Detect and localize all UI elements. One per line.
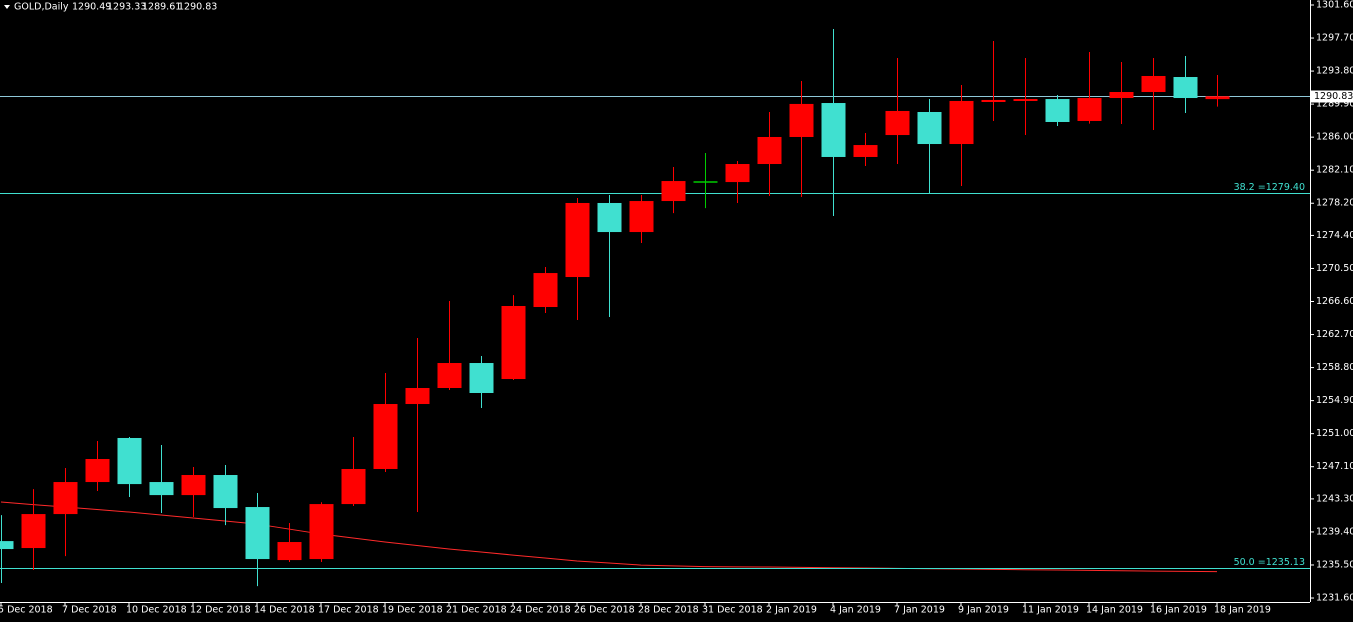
candle-body: [1045, 99, 1070, 122]
candle-body: [981, 99, 1006, 102]
candle-body: [853, 145, 878, 157]
x-tick-label: 14 Jan 2019: [1086, 605, 1143, 616]
candle-body: [0, 541, 14, 550]
header-open: 1290.49: [72, 2, 111, 13]
candle-body: [469, 363, 494, 394]
candle-body: [661, 181, 686, 202]
candle-body: [341, 468, 366, 505]
candle-body: [501, 305, 526, 380]
y-tick-label: 1289.90: [1316, 99, 1353, 110]
candle-body: [21, 514, 46, 549]
x-tick-label: 12 Dec 2018: [190, 605, 251, 616]
header-arrow: [4, 5, 10, 9]
candle-body: [117, 437, 142, 485]
x-tick-label: 16 Jan 2019: [1150, 605, 1207, 616]
y-tick-label: 1251.00: [1316, 428, 1353, 439]
candle-body: [597, 202, 622, 233]
x-tick-label: 9 Jan 2019: [958, 605, 1009, 616]
x-tick-label: 31 Dec 2018: [702, 605, 763, 616]
candle-body: [277, 542, 302, 561]
y-tick-label: 1293.80: [1316, 66, 1353, 77]
header-close: 1290.83: [178, 2, 217, 13]
candle-body: [629, 201, 654, 233]
x-tick-label: 10 Dec 2018: [126, 605, 187, 616]
candle-body: [757, 136, 782, 165]
header-low: 1289.61: [142, 2, 181, 13]
candle-body: [309, 504, 334, 560]
y-tick-label: 1262.70: [1316, 329, 1353, 340]
candle-body: [949, 100, 974, 145]
y-tick-label: 1231.60: [1316, 593, 1353, 604]
price-box: [1311, 90, 1353, 103]
candle-body: [1173, 77, 1198, 99]
price-label: 1290.83: [1314, 91, 1353, 102]
candle-body: [405, 388, 430, 405]
candle-body: [1077, 98, 1102, 121]
candle-body: [245, 507, 270, 560]
y-tick-label: 1243.30: [1316, 493, 1353, 504]
y-tick-label: 1258.80: [1316, 362, 1353, 373]
x-tick-label: 7 Jan 2019: [894, 605, 945, 616]
candle-body: [789, 103, 814, 137]
x-tick-label: 19 Dec 2018: [382, 605, 443, 616]
y-tick-label: 1278.20: [1316, 198, 1353, 209]
y-tick-label: 1270.50: [1316, 263, 1353, 274]
x-tick-label: 2 Jan 2019: [766, 605, 817, 616]
candle-body: [1013, 99, 1038, 101]
x-tick-label: 5 Dec 2018: [0, 605, 53, 616]
candle-body: [1205, 96, 1230, 100]
x-tick-label: 14 Dec 2018: [254, 605, 315, 616]
y-tick-label: 1286.00: [1316, 132, 1353, 143]
candle-body: [1141, 75, 1166, 93]
y-tick-label: 1235.50: [1316, 559, 1353, 570]
y-tick-label: 1247.10: [1316, 461, 1353, 472]
fibo-label: 38.2 =1279.40: [1234, 182, 1305, 193]
candle-body: [1109, 92, 1134, 99]
y-tick-label: 1301.60: [1316, 0, 1353, 10]
y-tick-label: 1274.40: [1316, 230, 1353, 241]
candle-body: [181, 475, 206, 496]
x-tick-label: 4 Jan 2019: [830, 605, 881, 616]
x-tick-label: 24 Dec 2018: [510, 605, 571, 616]
candle-body: [213, 475, 238, 509]
x-tick-label: 7 Dec 2018: [62, 605, 117, 616]
y-tick-label: 1254.90: [1316, 395, 1353, 406]
candle-body: [373, 404, 398, 469]
x-tick-label: 11 Jan 2019: [1022, 605, 1079, 616]
chart-title: GOLD,Daily: [14, 2, 69, 13]
candle-body: [85, 458, 110, 483]
candle-body: [821, 103, 846, 157]
candle-body: [149, 482, 174, 496]
x-tick-label: 21 Dec 2018: [446, 605, 507, 616]
x-tick-label: 28 Dec 2018: [638, 605, 699, 616]
candle-body: [917, 111, 942, 145]
candle-body: [533, 273, 558, 308]
candle-body: [885, 110, 910, 136]
candle-body: [53, 482, 78, 515]
x-tick-label: 26 Dec 2018: [574, 605, 635, 616]
x-tick-label: 18 Jan 2019: [1214, 605, 1271, 616]
candle-body: [437, 363, 462, 389]
candle-body: [725, 164, 750, 183]
y-tick-label: 1239.40: [1316, 526, 1353, 537]
moving-average: [0, 501, 1218, 573]
candle-body: [565, 202, 590, 278]
y-tick-label: 1266.60: [1316, 296, 1353, 307]
y-tick-label: 1282.10: [1316, 165, 1353, 176]
header-high: 1293.33: [107, 2, 146, 13]
y-tick-label: 1297.70: [1316, 33, 1353, 44]
fibo-label: 50.0 =1235.13: [1234, 557, 1305, 568]
plot-area: [0, 28, 1310, 587]
x-tick-label: 17 Dec 2018: [318, 605, 379, 616]
